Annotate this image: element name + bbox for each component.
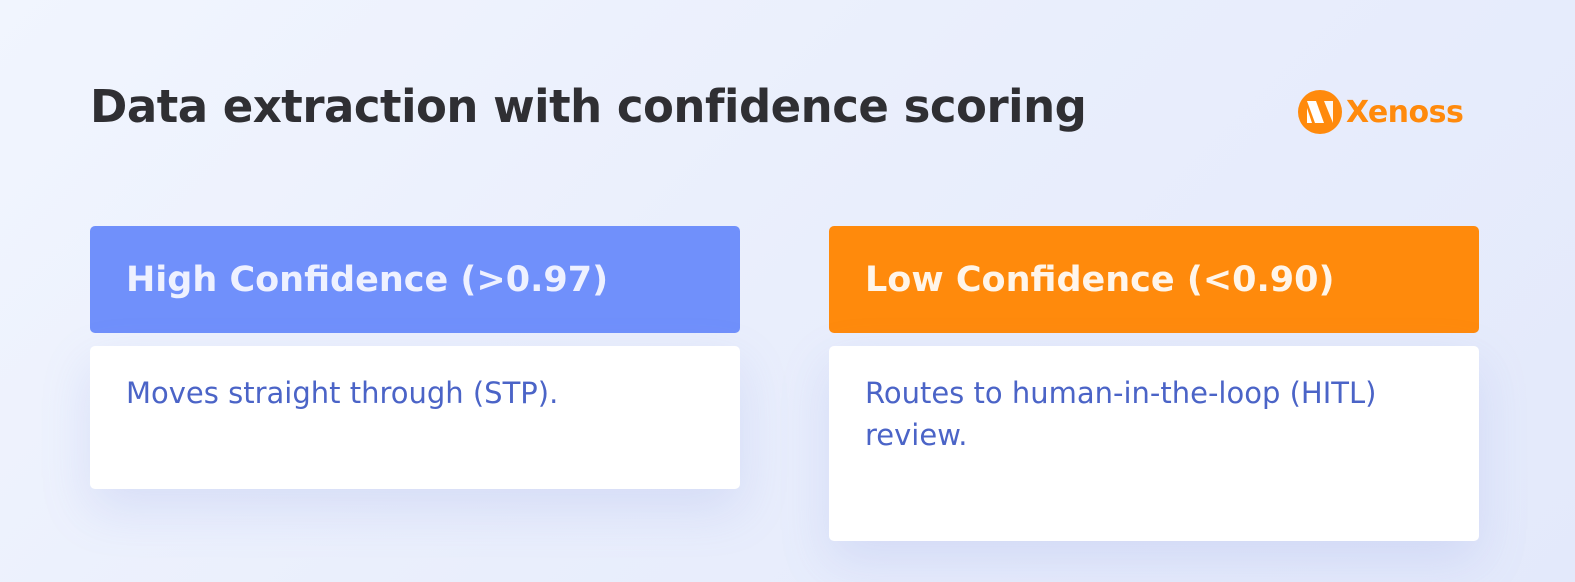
page-title: Data extraction with confidence scoring — [90, 80, 1087, 133]
high-confidence-card: High Confidence (>0.97) Moves straight t… — [90, 226, 740, 489]
xenoss-logo-icon — [1298, 90, 1342, 134]
low-confidence-description: Routes to human-in-the-loop (HITL) revie… — [829, 346, 1479, 541]
high-confidence-description: Moves straight through (STP). — [90, 346, 740, 489]
xenoss-logo-text: Xenoss — [1346, 94, 1464, 130]
low-confidence-heading: Low Confidence (<0.90) — [829, 226, 1479, 333]
low-confidence-card: Low Confidence (<0.90) Routes to human-i… — [829, 226, 1479, 541]
high-confidence-heading: High Confidence (>0.97) — [90, 226, 740, 333]
xenoss-logo: Xenoss — [1298, 90, 1464, 134]
